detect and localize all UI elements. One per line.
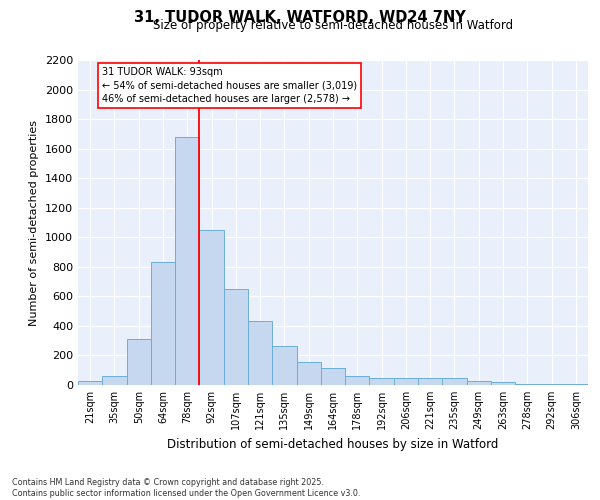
Bar: [127, 339, 151, 385]
Text: Contains HM Land Registry data © Crown copyright and database right 2025.
Contai: Contains HM Land Registry data © Crown c…: [12, 478, 361, 498]
Bar: [248, 322, 272, 385]
Text: 31 TUDOR WALK: 93sqm
← 54% of semi-detached houses are smaller (3,019)
46% of se: 31 TUDOR WALK: 93sqm ← 54% of semi-detac…: [102, 68, 358, 104]
Bar: [151, 262, 175, 385]
Bar: [78, 380, 102, 385]
Bar: [175, 137, 199, 385]
Text: 31, TUDOR WALK, WATFORD, WD24 7NY: 31, TUDOR WALK, WATFORD, WD24 7NY: [134, 10, 466, 25]
Bar: [491, 382, 515, 385]
Bar: [345, 376, 370, 385]
Bar: [272, 346, 296, 385]
Bar: [394, 378, 418, 385]
Bar: [370, 378, 394, 385]
Bar: [321, 368, 345, 385]
Bar: [442, 378, 467, 385]
Bar: [539, 384, 564, 385]
X-axis label: Distribution of semi-detached houses by size in Watford: Distribution of semi-detached houses by …: [167, 438, 499, 450]
Bar: [296, 362, 321, 385]
Bar: [418, 378, 442, 385]
Bar: [102, 376, 127, 385]
Title: Size of property relative to semi-detached houses in Watford: Size of property relative to semi-detach…: [153, 20, 513, 32]
Bar: [515, 384, 539, 385]
Bar: [467, 380, 491, 385]
Bar: [564, 384, 588, 385]
Bar: [199, 230, 224, 385]
Y-axis label: Number of semi-detached properties: Number of semi-detached properties: [29, 120, 40, 326]
Bar: [224, 289, 248, 385]
